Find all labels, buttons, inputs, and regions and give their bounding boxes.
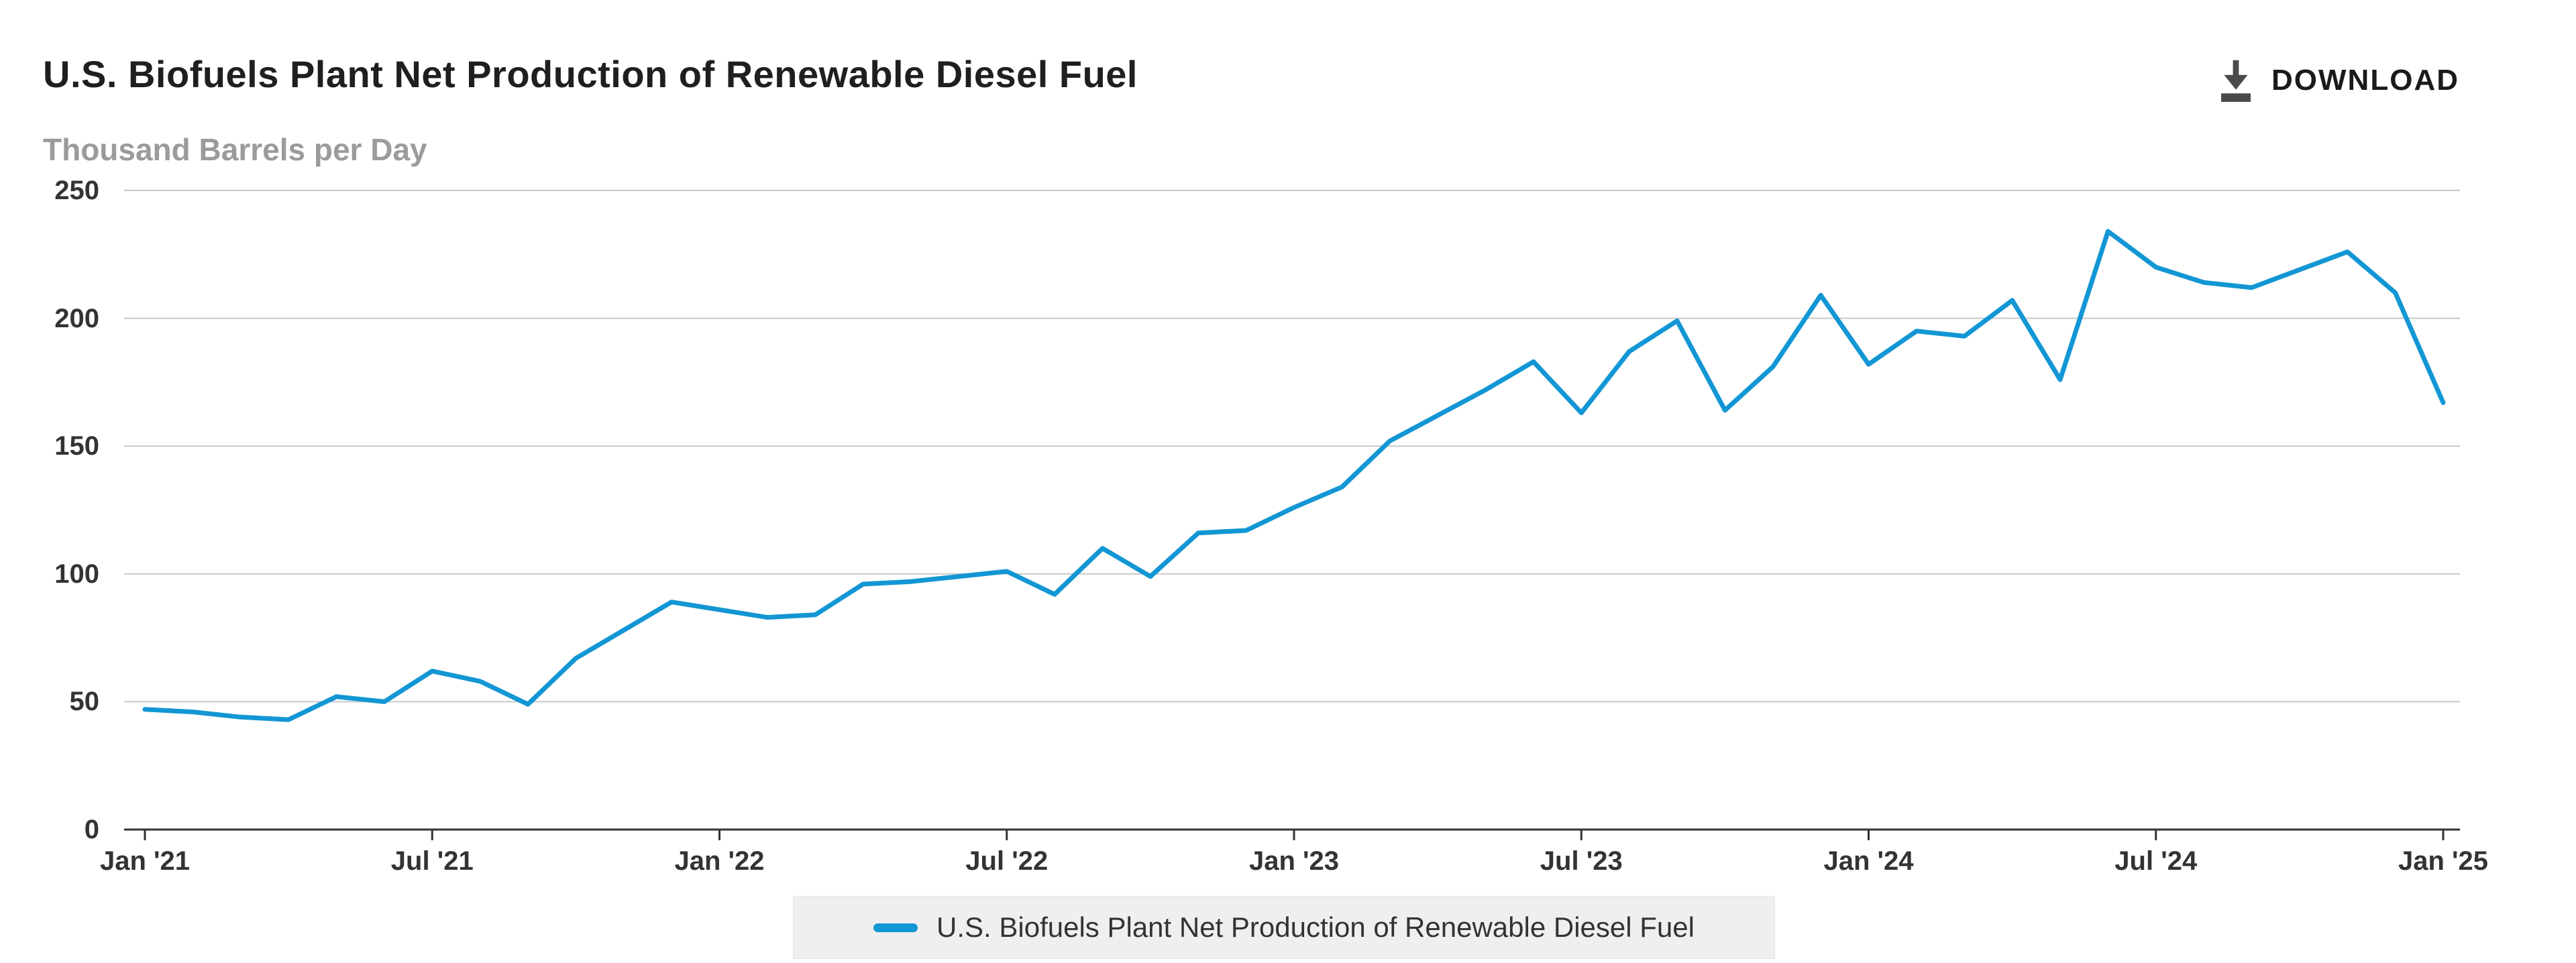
download-icon	[2221, 60, 2251, 102]
legend-item[interactable]: U.S. Biofuels Plant Net Production of Re…	[793, 896, 1775, 959]
page-title: U.S. Biofuels Plant Net Production of Re…	[43, 53, 1138, 95]
x-axis-label: Jul '23	[1540, 846, 1623, 876]
x-axis-label: Jul '21	[390, 846, 474, 876]
y-axis-label: 150	[54, 431, 99, 461]
x-axis-label: Jul '22	[965, 846, 1049, 876]
series-line	[142, 229, 2446, 722]
x-axis-label: Jan '24	[1823, 846, 1914, 876]
y-axis-label: 100	[54, 559, 99, 589]
x-axis-label: Jan '25	[2398, 846, 2489, 876]
y-axis-label: 250	[54, 176, 99, 205]
x-axis-label: Jan '22	[674, 846, 765, 876]
legend-marker-icon	[873, 923, 918, 932]
x-axis-label: Jan '23	[1248, 846, 1340, 876]
y-axis-label: 50	[69, 687, 100, 717]
y-axis-label: 0	[84, 815, 99, 844]
y-axis-label: 200	[54, 303, 99, 333]
gridlines	[124, 190, 2460, 703]
x-axis-label: Jan '21	[99, 846, 191, 876]
legend-label: U.S. Biofuels Plant Net Production of Re…	[936, 911, 1695, 943]
x-axis-label: Jul '24	[2114, 846, 2198, 876]
download-button[interactable]: DOWNLOAD	[2214, 56, 2459, 105]
chart-subtitle: Thousand Barrels per Day	[43, 132, 427, 167]
download-label: DOWNLOAD	[2271, 64, 2459, 97]
x-axis	[124, 828, 2460, 840]
